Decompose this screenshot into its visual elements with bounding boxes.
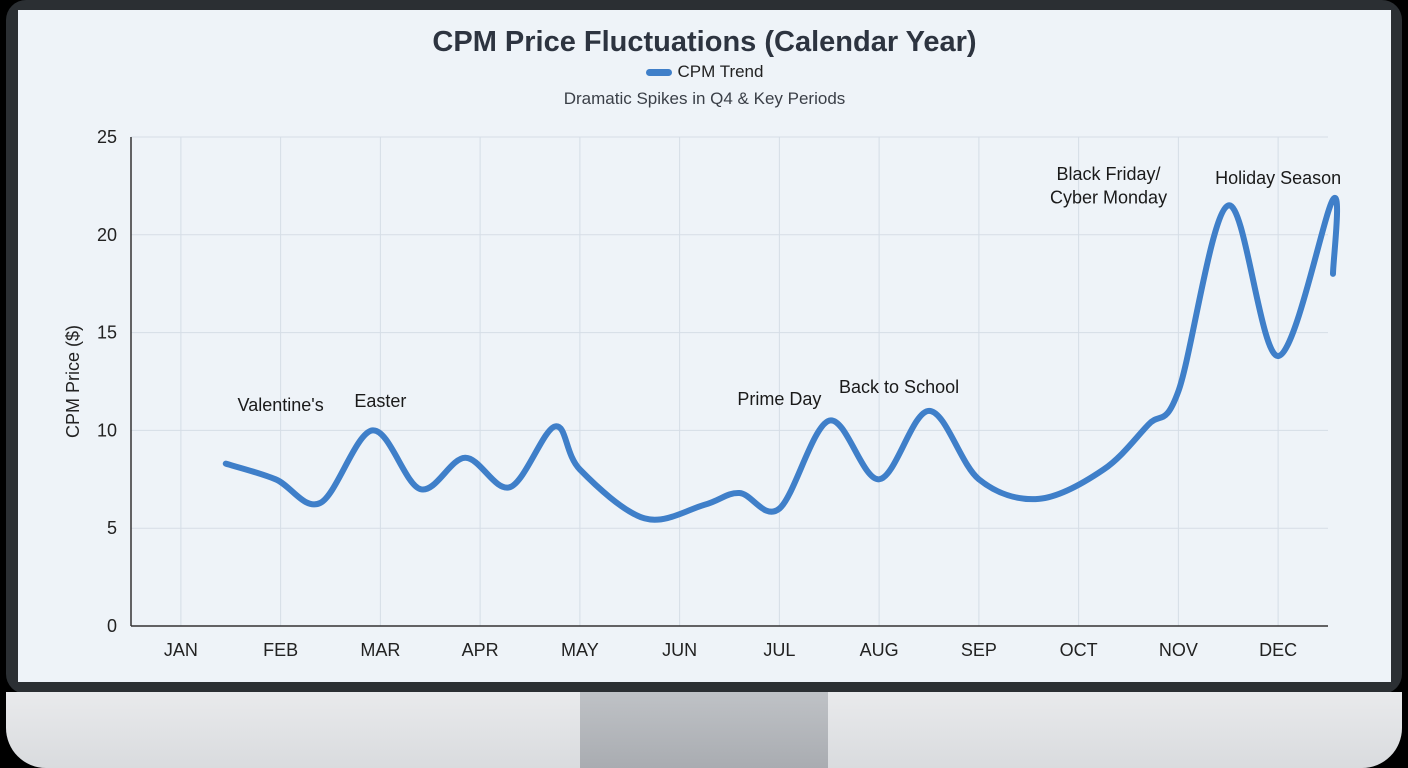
monitor-stand: [580, 692, 828, 768]
annotation-label: Prime Day: [737, 389, 821, 409]
x-tick-label: OCT: [1060, 640, 1098, 660]
x-tick-label: AUG: [860, 640, 899, 660]
x-tick-label: JUN: [662, 640, 697, 660]
legend-label: CPM Trend: [677, 62, 764, 81]
chart-plot: 0 5 10 15 20 25 JAN FEB MAR APR MAY JUN JUL AUG SEP OCT…: [63, 127, 1341, 660]
annotation-label: Back to School: [839, 377, 959, 397]
annotation-label: Cyber Monday: [1050, 188, 1167, 208]
chart-subtitle: Dramatic Spikes in Q4 & Key Periods: [563, 89, 846, 108]
y-axis-title: CPM Price ($): [63, 325, 83, 438]
x-tick-label: MAR: [360, 640, 400, 660]
y-tick-label: 20: [97, 225, 117, 245]
x-tick-label: DEC: [1259, 640, 1297, 660]
x-tick-label: SEP: [961, 640, 997, 660]
x-tick-label: JUL: [763, 640, 795, 660]
y-tick-label: 0: [107, 616, 117, 636]
annotation-label: Valentine's: [238, 395, 324, 415]
annotation-label: Holiday Season: [1215, 168, 1341, 188]
y-tick-label: 10: [97, 420, 117, 440]
y-tick-label: 5: [107, 518, 117, 538]
y-tick-label: 25: [97, 127, 117, 147]
annotation-label: Easter: [354, 391, 406, 411]
x-tick-label: FEB: [263, 640, 298, 660]
x-tick-label: MAY: [561, 640, 599, 660]
legend: CPM Trend: [18, 62, 1391, 82]
monitor-screen: CPM Price Fluctuations (Calendar Year) C…: [18, 10, 1391, 682]
x-tick-label: APR: [462, 640, 499, 660]
chart-title: CPM Price Fluctuations (Calendar Year): [432, 26, 977, 58]
legend-swatch: [645, 68, 672, 76]
series-line-cpm-trend: [222, 194, 1341, 523]
x-tick-label: NOV: [1159, 640, 1198, 660]
annotation-label: Black Friday/: [1057, 164, 1161, 184]
y-tick-label: 15: [97, 323, 117, 343]
x-tick-label: JAN: [164, 640, 198, 660]
